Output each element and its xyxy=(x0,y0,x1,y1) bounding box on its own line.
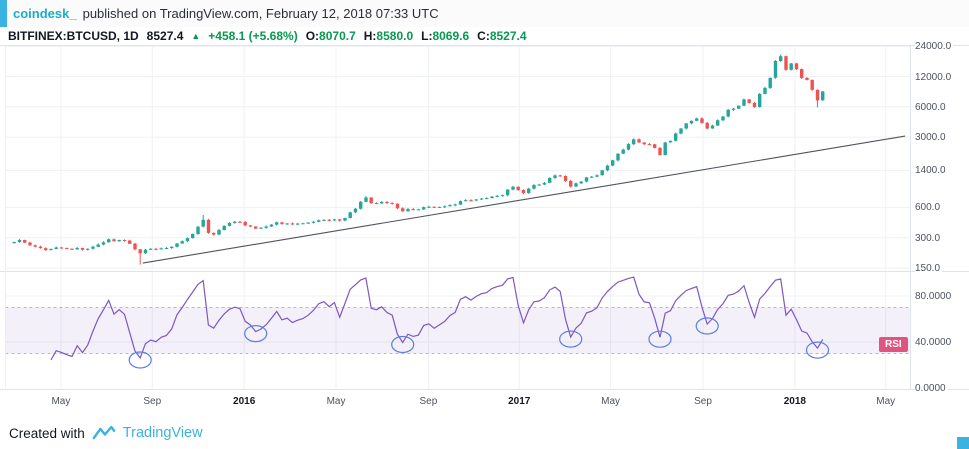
open-value: 8070.7 xyxy=(319,29,356,43)
low-value: 8069.6 xyxy=(432,29,470,43)
high-label: H: xyxy=(363,29,377,43)
time-axis-label: May xyxy=(51,396,71,407)
rsi-axis-label: 0.0000 xyxy=(915,383,948,394)
rsi-axis-label: 40.0000 xyxy=(915,337,954,348)
publish-info-row: coindesk_ published on TradingView.com, … xyxy=(13,0,439,27)
price-axis-label: 3000.0 xyxy=(915,132,948,144)
close-label: C: xyxy=(477,29,490,43)
rsi-oversold-circles xyxy=(128,317,830,369)
price-axis-label: 24000.0 xyxy=(915,41,954,53)
time-axis-label: Sep xyxy=(419,396,438,407)
symbol-name[interactable]: BITFINEX:BTCUSD, 1D xyxy=(8,29,139,43)
symbol-info-bar: BITFINEX:BTCUSD, 1D 8527.4 ▲ +458.1 (+5.… xyxy=(8,27,527,45)
created-with-text: Created with xyxy=(9,425,85,441)
header-bar xyxy=(0,0,969,27)
rsi-axis-badge: RSI xyxy=(879,337,908,352)
candlestick-series xyxy=(12,54,825,265)
author-link[interactable]: coindesk_ xyxy=(13,6,77,21)
price-axis-label: 150.0 xyxy=(915,263,943,274)
trend-line[interactable] xyxy=(142,135,906,264)
pane-borders xyxy=(0,45,969,390)
rsi-line xyxy=(50,276,824,361)
time-axis-label: 2017 xyxy=(508,396,531,407)
last-price: 8527.4 xyxy=(146,29,184,43)
rsi-axis-label: 80.0000 xyxy=(915,291,954,302)
high-value: 8580.0 xyxy=(376,29,414,43)
time-axis-label: 2016 xyxy=(233,396,256,407)
time-axis-label: Sep xyxy=(694,396,712,407)
tradingview-link[interactable]: TradingView xyxy=(122,425,203,441)
tradingview-logo-icon xyxy=(92,425,116,439)
open-label: O: xyxy=(305,29,320,43)
time-axis-label: 2018 xyxy=(783,396,806,407)
brand-accent-bottom-right xyxy=(957,437,969,449)
price-axis-label: 1400.0 xyxy=(915,165,948,177)
grid-lines xyxy=(5,45,911,390)
price-axis-label: 600.0 xyxy=(915,202,943,214)
brand-accent-top-left xyxy=(0,0,7,27)
price-axis-label: 300.0 xyxy=(915,232,943,244)
close-value: 8527.4 xyxy=(489,29,527,43)
time-axis-label: Sep xyxy=(143,396,162,407)
publish-text: published on TradingView.com, February 1… xyxy=(82,6,439,21)
price-axis-label: 12000.0 xyxy=(915,71,954,83)
price-change: +458.1 (+5.68%) xyxy=(208,29,298,43)
footer: Created with TradingView xyxy=(9,422,203,444)
time-axis-label: May xyxy=(601,396,621,407)
chart-canvas[interactable] xyxy=(0,0,969,415)
rsi-band xyxy=(5,307,911,354)
price-axis-label: 6000.0 xyxy=(915,101,948,113)
time-axis-label: May xyxy=(326,396,346,407)
low-label: L: xyxy=(421,29,433,43)
up-arrow-icon: ▲ xyxy=(191,31,201,41)
time-axis-label: May xyxy=(876,396,896,407)
